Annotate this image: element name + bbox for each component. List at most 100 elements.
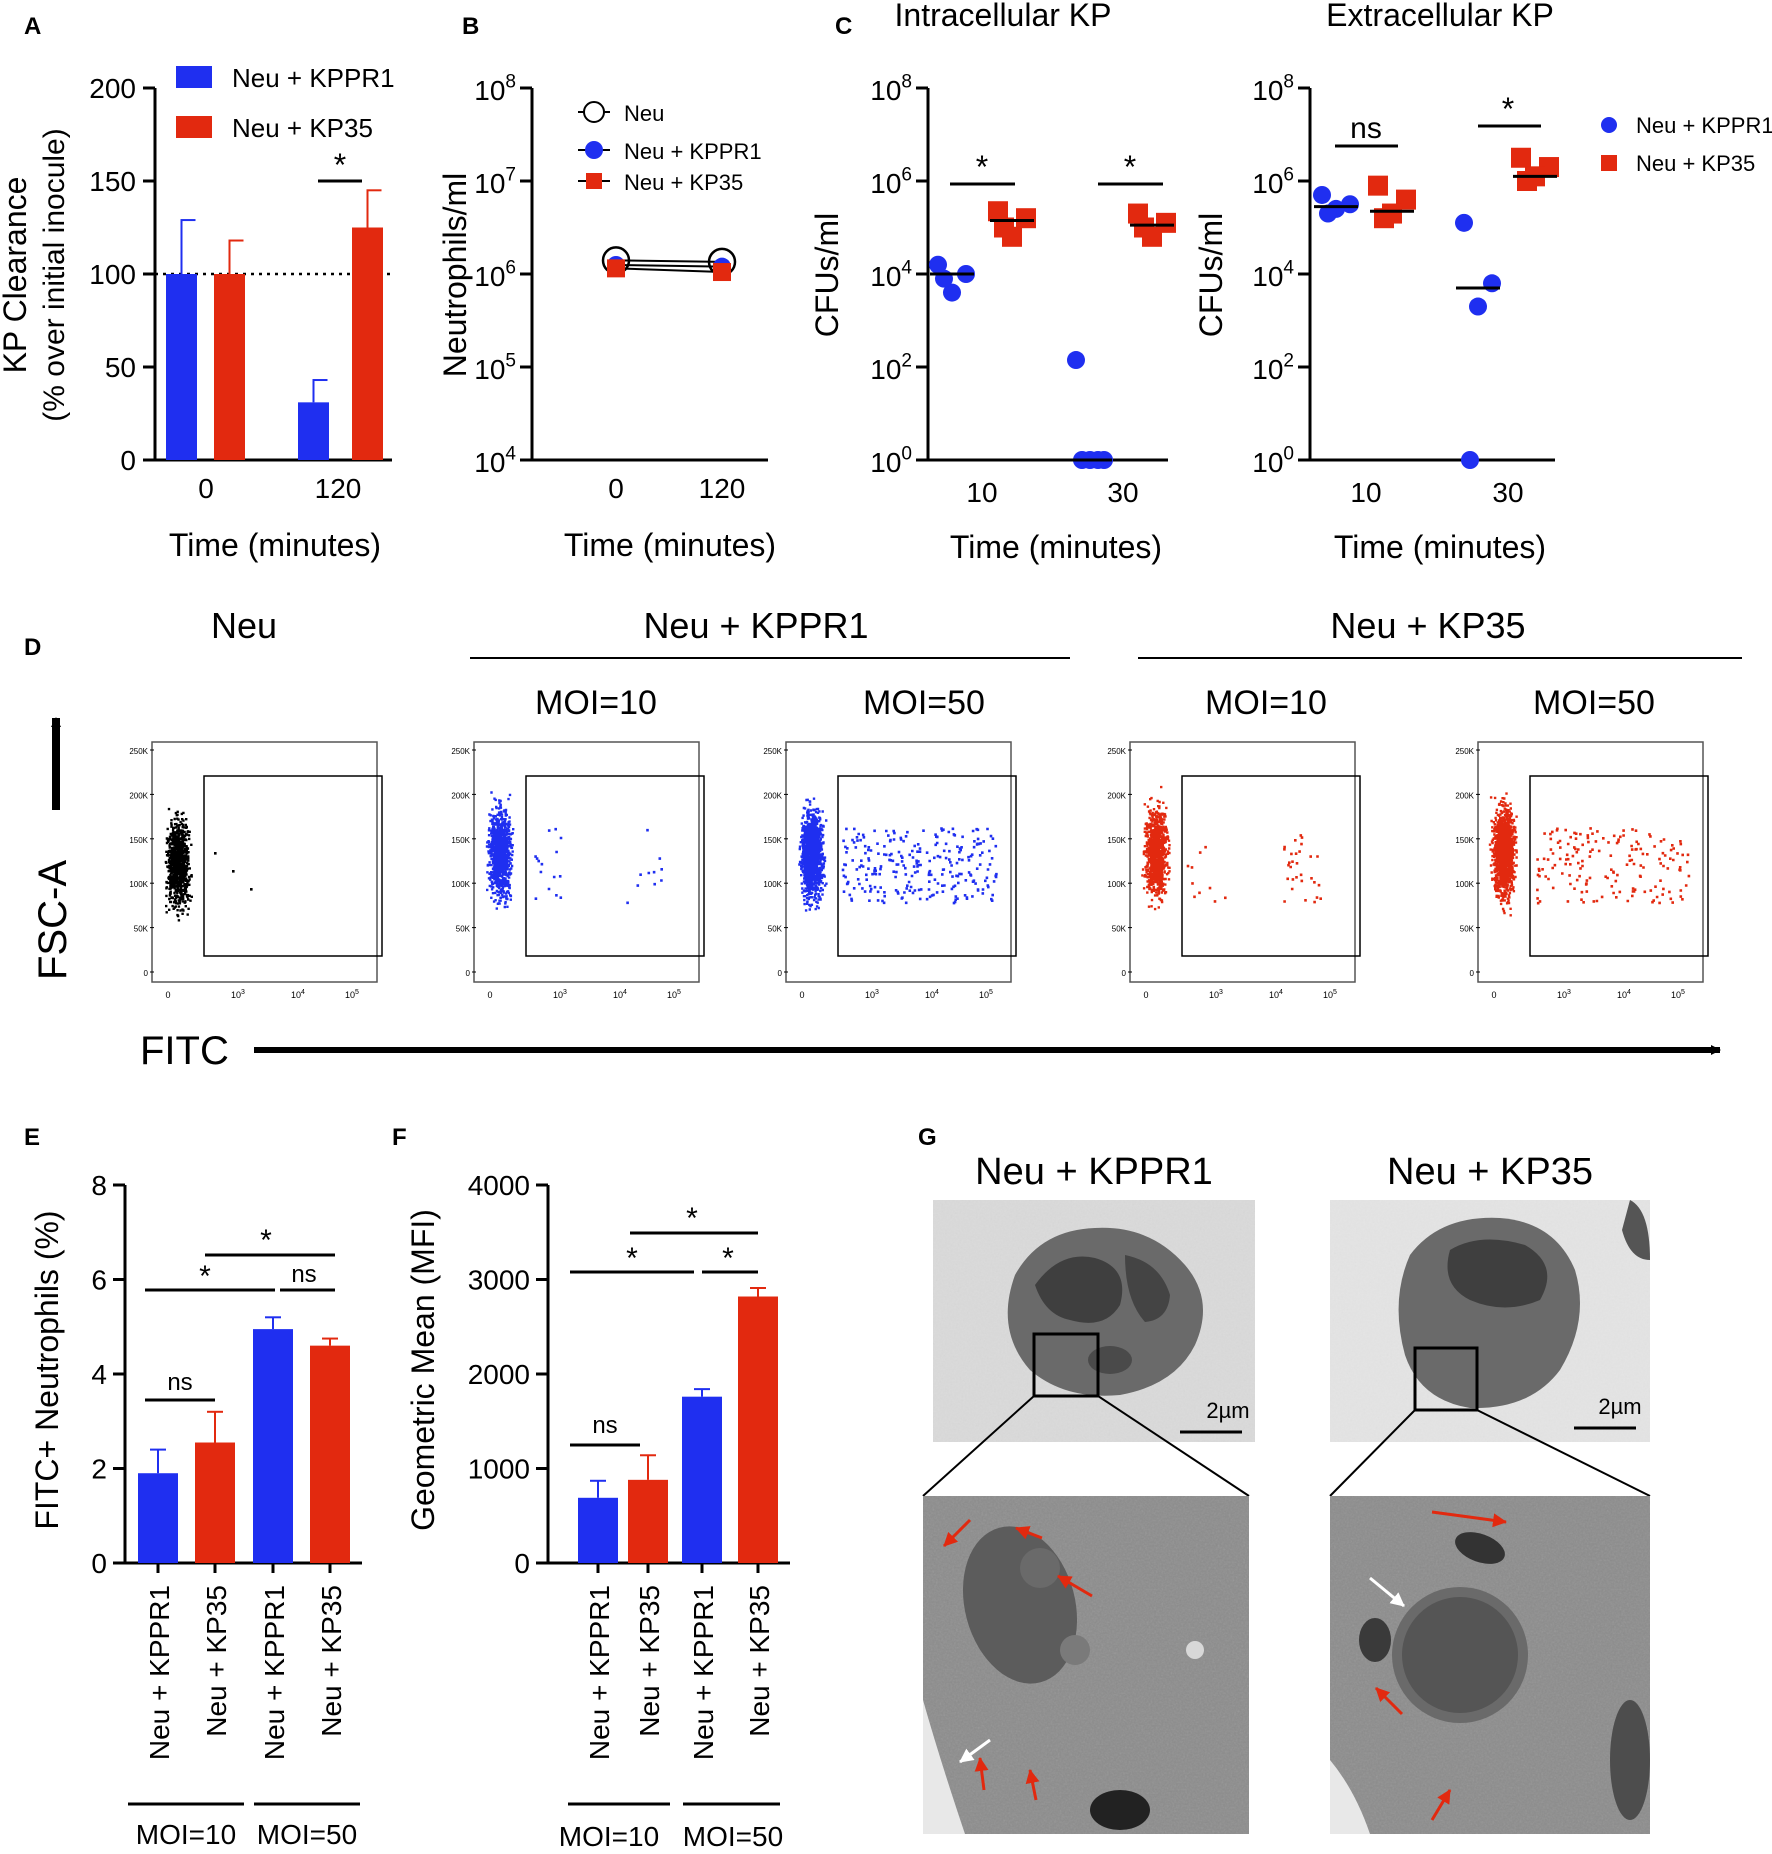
c1-point-kp35 (988, 201, 1008, 222)
e-ytick-label: 0 (91, 1548, 107, 1579)
d-plot-kppr1-moi10: 250K 200K 150K 100K 50K 0 0 103 104 105 (451, 741, 705, 1000)
d-xtick-label: 105 (345, 989, 359, 1000)
g-kppr1-arrow-red-4 (974, 1757, 989, 1791)
a-ytick-label: 100 (89, 259, 136, 290)
panel-label-f: F (392, 1124, 407, 1151)
g-kppr1-scale-label: 2µm (1206, 1398, 1249, 1423)
c2-ytick-label: 100 (1252, 443, 1294, 478)
d-xtick-label: 103 (865, 989, 879, 1000)
e-bar-4 (310, 1345, 350, 1563)
e-xtick-label: Neu + KP35 (201, 1585, 232, 1737)
f-y-label: Geometric Mean (MFI) (405, 1209, 441, 1531)
d-ytick-label: 250K (129, 747, 148, 756)
d-ytick-label: 50K (768, 925, 783, 934)
d-xtick-label: 104 (613, 989, 627, 1000)
panel-f-chart: 0 1000 2000 3000 4000 Geometric Mean (MFI) n… (405, 1170, 790, 1852)
b-xtick-0: 0 (608, 473, 624, 504)
c1-x-label: Time (minutes) (950, 529, 1162, 565)
d-plot-frame (785, 741, 1012, 983)
f-ytick-label: 3000 (468, 1265, 530, 1296)
d-xtick-label: 103 (553, 989, 567, 1000)
f-xtick-label: Neu + KPPR1 (584, 1585, 615, 1760)
g-title-kppr1: Neu + KPPR1 (975, 1151, 1213, 1193)
d-plot-kppr1-moi50: 250K 200K 150K 100K 50K 0 0 103 104 105 (763, 741, 1017, 1000)
f-group-moi50: MOI=50 (683, 1821, 783, 1852)
a-ytick-label: 50 (105, 352, 136, 383)
panel-c-extracellular-chart: Extracellular KP 100 102 104 106 108 10 30 T… (1193, 0, 1772, 565)
d-xtick-label: 0 (799, 990, 804, 1000)
d-ytick-label: 150K (763, 836, 782, 845)
f-bar-3 (682, 1396, 722, 1563)
e-group-moi50: MOI=50 (257, 1819, 357, 1850)
a-ytick-label: 200 (89, 73, 136, 104)
d-xtick-label: 0 (165, 990, 170, 1000)
g-kppr1-zoom-line-right (1097, 1395, 1250, 1497)
c2-legend-marker-kppr1 (1601, 117, 1617, 133)
e-bar-2 (195, 1442, 235, 1563)
d-population-negative (798, 797, 828, 912)
e-group-moi10: MOI=10 (136, 1819, 236, 1850)
g-kp35-overview-image (1330, 1200, 1650, 1442)
g-kppr1-zoom-image (923, 1496, 1249, 1834)
d-ytick-label: 150K (129, 836, 148, 845)
g-kppr1-arrow-red-3 (1057, 1574, 1093, 1598)
d-xtick-label: 0 (1491, 990, 1496, 1000)
f-ytick-label: 4000 (468, 1170, 530, 1201)
c1-point-kp35 (1016, 208, 1036, 229)
d-population-fitc-positive (1186, 834, 1322, 904)
panel-label-b: B (462, 13, 479, 40)
c1-point-kppr1 (943, 283, 961, 302)
d-ytick-label: 100K (1455, 880, 1474, 889)
e-sig-2: * (199, 1260, 211, 1293)
f-xtick-label: Neu + KPPR1 (688, 1585, 719, 1760)
panel-g-micrographs: Neu + KPPR1 Neu + KP35 2µm (922, 1151, 1651, 1834)
d-xtick-label: 105 (1671, 989, 1685, 1000)
e-sig-3: ns (291, 1261, 316, 1288)
c1-sig-10: * (976, 149, 988, 185)
c2-ytick-label: 108 (1252, 71, 1294, 106)
c2-sig-10: ns (1350, 112, 1382, 145)
d-title-neu: Neu (211, 605, 277, 646)
d-population-negative (1141, 785, 1171, 911)
b-xtick-120: 120 (699, 473, 746, 504)
c2-ytick-label: 106 (1252, 164, 1294, 199)
b-line-neu (615, 259, 723, 263)
d-ytick-label: 0 (1470, 969, 1475, 978)
a-ytick-label: 150 (89, 166, 136, 197)
b-line-neu-kp35 (615, 267, 723, 274)
d-xtick-label: 104 (1617, 989, 1631, 1000)
c1-point-kp35 (1134, 217, 1154, 238)
d-population-fitc-positive (214, 852, 253, 891)
panel-label-c: C (835, 13, 852, 40)
d-ytick-label: 50K (1112, 925, 1127, 934)
a-x-label: Time (minutes) (169, 527, 381, 563)
c2-title: Extracellular KP (1326, 0, 1554, 33)
e-xtick-label: Neu + KP35 (316, 1585, 347, 1737)
d-ytick-label: 50K (134, 925, 149, 934)
d-population-negative (1488, 792, 1518, 917)
b-legend-marker-kppr1 (585, 141, 603, 159)
f-sig-1: ns (592, 1412, 617, 1439)
a-sig-star: * (334, 147, 346, 183)
c2-point-kppr1 (1313, 185, 1331, 204)
d-ytick-label: 50K (456, 925, 471, 934)
b-line-neu-kppr1 (615, 263, 723, 268)
c2-sig-30: * (1502, 91, 1514, 127)
d-x-axis-label: FITC (140, 1029, 229, 1073)
f-bar-2 (628, 1479, 668, 1563)
d-ytick-label: 0 (1122, 969, 1127, 978)
c2-y-label: CFUs/ml (1193, 213, 1229, 337)
d-moi10-kppr1: MOI=10 (535, 684, 657, 722)
c2-xtick-10: 10 (1350, 477, 1381, 508)
d-gate (525, 775, 705, 957)
d-xtick-label: 104 (1269, 989, 1283, 1000)
c1-xtick-30: 30 (1107, 477, 1138, 508)
c2-legend-marker-kp35 (1601, 155, 1617, 171)
b-legend: Neu Neu + KPPR1 Neu + KP35 (578, 101, 762, 195)
g-kppr1-arrow-red-5 (1025, 1769, 1040, 1801)
panel-b-chart: 104 105 106 107 108 0 120 Time (minutes) Neu… (437, 71, 776, 563)
f-sig-2: * (626, 1242, 638, 1275)
d-population-negative (164, 807, 193, 922)
c1-ytick-label: 100 (870, 443, 912, 478)
